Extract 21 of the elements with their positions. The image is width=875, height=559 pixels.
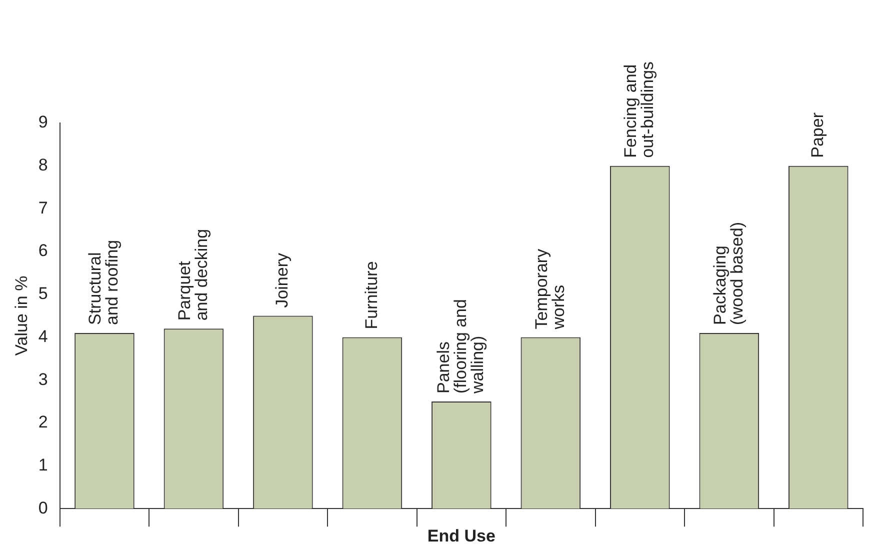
y-tick-label: 8 bbox=[38, 156, 48, 175]
x-tick-label: Temporary works bbox=[532, 248, 568, 330]
y-tick-label: 0 bbox=[38, 498, 48, 518]
x-tick-label: Furniture bbox=[362, 261, 381, 330]
x-axis-title: End Use bbox=[427, 526, 496, 546]
y-tick-label: 2 bbox=[38, 412, 48, 432]
y-tick-label: 5 bbox=[38, 284, 48, 304]
x-tick-label: Packaging (wood based) bbox=[710, 222, 746, 325]
x-tick-label: Parquet and decking bbox=[174, 228, 211, 321]
y-tick-label: 3 bbox=[38, 370, 48, 389]
x-tick-label: Joinery bbox=[272, 252, 292, 308]
y-tick-label: 7 bbox=[38, 198, 48, 218]
y-tick-label: 4 bbox=[38, 326, 48, 346]
x-tick-label: Structural and roofing bbox=[86, 240, 122, 325]
y-tick-label: 6 bbox=[38, 241, 48, 260]
x-tick-label: Fencing and out-buildings bbox=[621, 61, 658, 158]
x-tick-label: Panels (flooring and walling) bbox=[434, 298, 488, 394]
y-tick-label: 9 bbox=[38, 112, 48, 132]
x-tick-label: Paper bbox=[808, 112, 828, 158]
y-axis-title: Value in % bbox=[12, 276, 31, 356]
y-tick-label: 1 bbox=[38, 455, 48, 474]
